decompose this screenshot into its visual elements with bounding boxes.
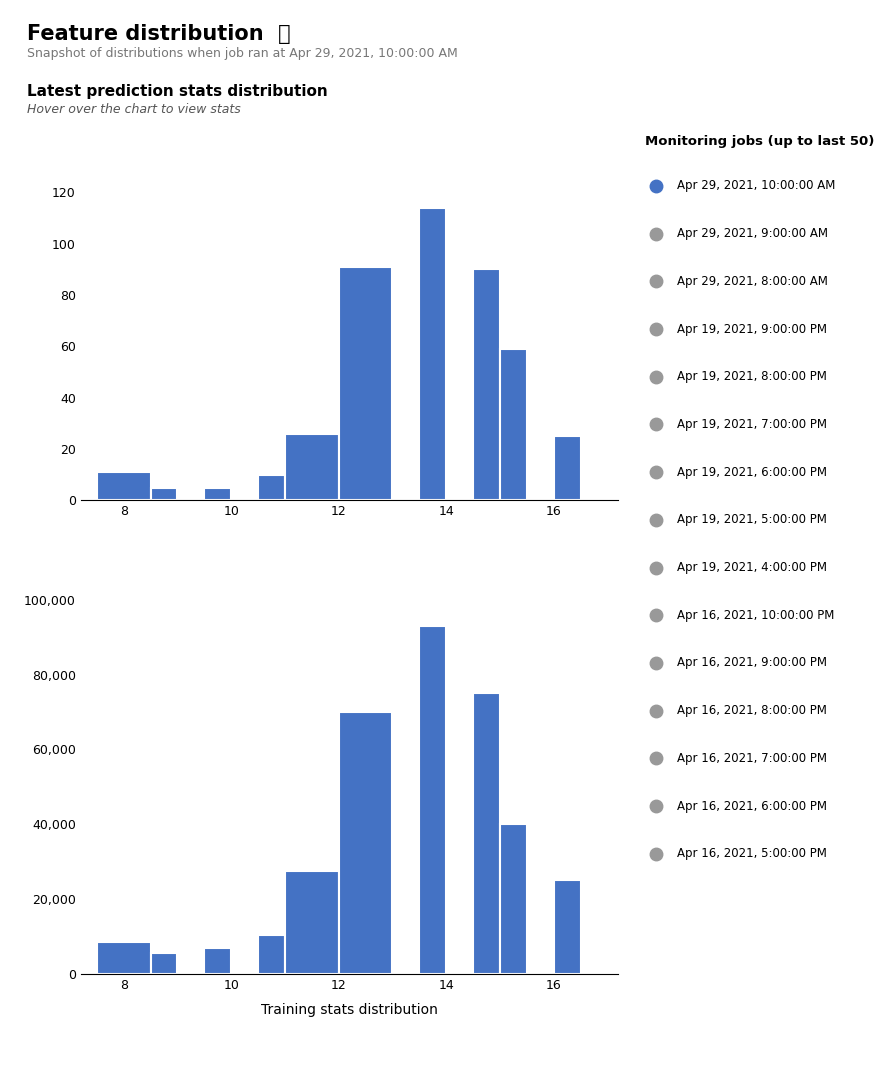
Bar [500, 824, 527, 974]
Bar [258, 934, 285, 974]
Bar [285, 434, 339, 500]
Text: Apr 16, 2021, 5:00:00 PM: Apr 16, 2021, 5:00:00 PM [676, 847, 826, 861]
Bar [419, 208, 446, 500]
Text: Feature distribution  ❓: Feature distribution ❓ [27, 24, 290, 44]
Text: Latest prediction stats distribution: Latest prediction stats distribution [27, 84, 328, 99]
Text: Apr 16, 2021, 10:00:00 PM: Apr 16, 2021, 10:00:00 PM [676, 609, 834, 622]
Text: Snapshot of distributions when job ran at Apr 29, 2021, 10:00:00 AM: Snapshot of distributions when job ran a… [27, 47, 458, 60]
Bar [339, 712, 392, 974]
Bar [151, 953, 177, 974]
Text: Apr 19, 2021, 9:00:00 PM: Apr 19, 2021, 9:00:00 PM [676, 323, 827, 336]
Bar [97, 472, 151, 500]
Bar [339, 267, 392, 500]
X-axis label: Training stats distribution: Training stats distribution [261, 1003, 438, 1017]
Bar [151, 487, 177, 500]
Bar [204, 948, 231, 974]
Text: Apr 16, 2021, 8:00:00 PM: Apr 16, 2021, 8:00:00 PM [676, 704, 826, 718]
Text: Apr 19, 2021, 5:00:00 PM: Apr 19, 2021, 5:00:00 PM [676, 513, 826, 526]
Bar [554, 880, 581, 974]
Text: Apr 29, 2021, 8:00:00 AM: Apr 29, 2021, 8:00:00 AM [676, 274, 827, 287]
Text: Apr 19, 2021, 4:00:00 PM: Apr 19, 2021, 4:00:00 PM [676, 561, 827, 575]
Bar [554, 436, 581, 500]
Bar [500, 349, 527, 500]
Bar [473, 269, 500, 500]
Bar [419, 626, 446, 974]
Text: Apr 29, 2021, 10:00:00 AM: Apr 29, 2021, 10:00:00 AM [676, 180, 835, 193]
Bar [258, 475, 285, 500]
Text: Hover over the chart to view stats: Hover over the chart to view stats [27, 103, 241, 116]
Text: Apr 29, 2021, 9:00:00 AM: Apr 29, 2021, 9:00:00 AM [676, 227, 828, 240]
Text: Apr 19, 2021, 6:00:00 PM: Apr 19, 2021, 6:00:00 PM [676, 466, 827, 479]
Bar [473, 693, 500, 974]
Text: Apr 16, 2021, 9:00:00 PM: Apr 16, 2021, 9:00:00 PM [676, 656, 827, 669]
Bar [97, 942, 151, 974]
Bar [204, 487, 231, 500]
Bar [285, 870, 339, 974]
Text: Monitoring jobs (up to last 50): Monitoring jobs (up to last 50) [645, 134, 874, 147]
Text: Apr 16, 2021, 7:00:00 PM: Apr 16, 2021, 7:00:00 PM [676, 752, 827, 765]
Text: Apr 19, 2021, 7:00:00 PM: Apr 19, 2021, 7:00:00 PM [676, 417, 827, 431]
Text: Apr 16, 2021, 6:00:00 PM: Apr 16, 2021, 6:00:00 PM [676, 799, 827, 812]
Text: Apr 19, 2021, 8:00:00 PM: Apr 19, 2021, 8:00:00 PM [676, 370, 826, 383]
